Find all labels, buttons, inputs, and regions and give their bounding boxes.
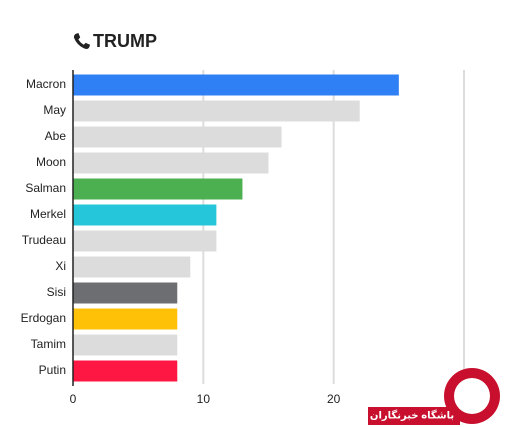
y-tick-label: Moon: [36, 155, 66, 169]
watermark-text: باشگاه خبرنگاران: [370, 409, 454, 422]
x-tick-label: 20: [327, 392, 341, 406]
bar: [73, 230, 217, 252]
y-tick-label: May: [43, 103, 66, 117]
bar: [73, 126, 282, 148]
bar: [73, 74, 399, 96]
y-tick-label: Trudeau: [22, 233, 66, 247]
y-tick-label: Xi: [55, 259, 66, 273]
y-tick-label: Salman: [25, 181, 66, 195]
watermark-banner: [368, 407, 460, 425]
y-tick-label: Merkel: [30, 207, 66, 221]
bar: [73, 204, 217, 226]
y-tick-label: Abe: [45, 129, 67, 143]
bar: [73, 282, 178, 304]
y-tick-label: Sisi: [47, 285, 66, 299]
bar: [73, 256, 191, 278]
chart-title: TRUMP: [93, 31, 157, 51]
bar: [73, 178, 243, 200]
y-tick-label: Putin: [39, 363, 66, 377]
phone-icon: [73, 33, 91, 50]
bar: [73, 152, 269, 174]
watermark-logo-inner: [454, 378, 490, 414]
bar: [73, 308, 178, 330]
y-tick-label: Tamim: [31, 337, 66, 351]
bar: [73, 100, 360, 122]
y-tick-label: Erdogan: [21, 311, 66, 325]
bar: [73, 334, 178, 356]
x-tick-label: 10: [197, 392, 211, 406]
bar: [73, 360, 178, 382]
y-tick-label: Macron: [26, 77, 66, 91]
x-tick-label: 0: [70, 392, 77, 406]
